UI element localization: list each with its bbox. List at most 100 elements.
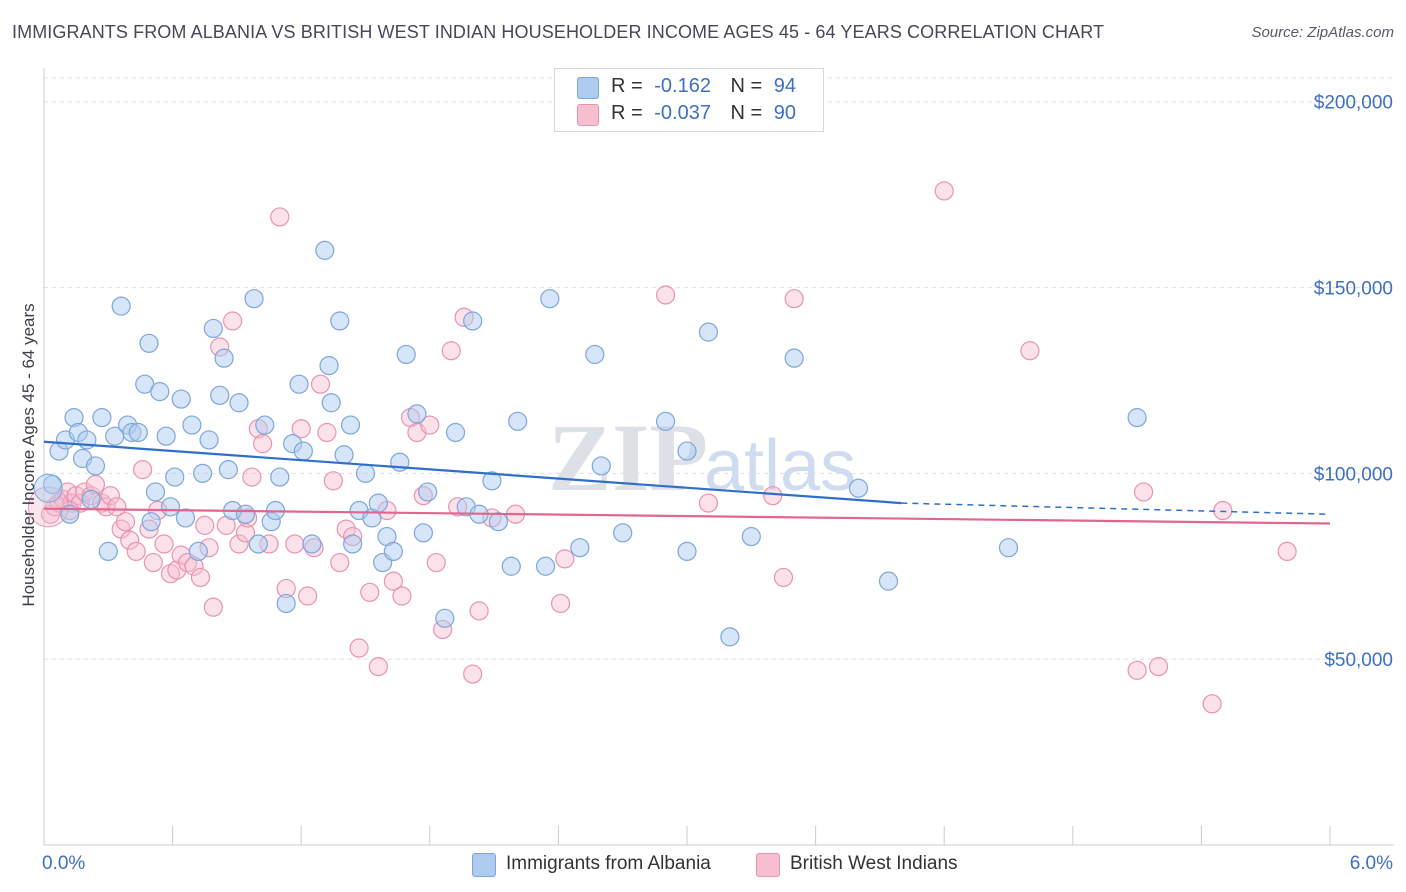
- trend-line-albania: [43, 440, 902, 505]
- data-point-albania: [334, 445, 354, 465]
- data-point-bwi: [100, 486, 121, 506]
- watermark-atlas: atlas: [704, 426, 856, 506]
- data-point-albania: [741, 526, 761, 547]
- data-point-bwi: [441, 341, 461, 361]
- data-point-albania: [255, 415, 275, 435]
- data-point-albania: [321, 393, 341, 413]
- data-point-albania: [407, 404, 427, 424]
- data-point-albania: [720, 627, 740, 647]
- data-point-albania: [1127, 408, 1147, 428]
- data-point-albania: [315, 240, 335, 260]
- data-point-albania: [98, 541, 118, 562]
- data-point-bwi: [1133, 482, 1154, 502]
- data-point-albania: [383, 541, 403, 562]
- data-point-albania: [591, 456, 611, 476]
- data-point-bwi: [383, 571, 403, 591]
- data-point-bwi: [550, 593, 571, 614]
- legend-n-value: 94: [773, 75, 797, 97]
- data-point-bwi: [349, 638, 369, 658]
- data-point-bwi: [253, 434, 273, 454]
- data-point-bwi: [426, 552, 446, 573]
- legend-label-bwi: British West Indians: [790, 853, 958, 874]
- data-point-albania: [418, 482, 438, 502]
- data-point-bwi: [323, 471, 343, 491]
- data-point-albania: [501, 556, 521, 576]
- trend-lines: [43, 440, 1331, 525]
- watermark: ZIP atlas: [548, 404, 856, 511]
- bwi-swatch: [577, 104, 599, 126]
- data-point-bwi: [143, 552, 163, 573]
- data-point-albania: [677, 541, 697, 562]
- data-point-albania: [413, 523, 433, 543]
- data-point-albania: [585, 344, 605, 365]
- data-point-albania: [235, 504, 256, 524]
- data-point-bwi: [132, 460, 153, 480]
- data-point-albania: [165, 467, 185, 487]
- data-point-albania: [188, 541, 208, 562]
- legend-r-label: R =: [611, 102, 643, 124]
- data-point-bwi: [298, 586, 318, 606]
- data-point-albania: [698, 322, 719, 342]
- data-point-albania: [655, 411, 676, 431]
- data-point-albania: [270, 467, 290, 487]
- albania-swatch: [472, 853, 496, 877]
- data-point-albania: [508, 411, 528, 431]
- data-point-bwi: [1148, 657, 1169, 677]
- legend-r-value: -0.162: [654, 75, 711, 97]
- data-point-albania: [289, 374, 309, 394]
- axes: [43, 68, 1394, 846]
- tick-labels: $50,000 $100,000 $150,000 $200,000 0.0% 6.0% H…: [19, 93, 1393, 874]
- data-point-albania: [85, 456, 106, 476]
- x-tick-label: 6.0%: [1350, 853, 1393, 874]
- data-point-albania: [218, 460, 238, 480]
- data-point-albania: [293, 441, 313, 461]
- legend-r-label: R =: [611, 75, 643, 97]
- legend-n-value: 90: [773, 102, 797, 124]
- data-point-bwi: [555, 549, 575, 569]
- legend-n-label: N =: [730, 102, 763, 124]
- data-point-albania: [145, 482, 166, 502]
- y-tick-label: $100,000: [1314, 464, 1393, 485]
- trend-line-albania-projection: [901, 502, 1331, 515]
- data-point-bwi: [773, 567, 794, 588]
- data-point-bwi: [317, 422, 337, 443]
- data-point-albania: [276, 593, 296, 614]
- data-point-bwi: [291, 419, 311, 439]
- data-point-bwi: [784, 289, 804, 309]
- data-point-albania: [141, 512, 161, 532]
- data-point-albania: [343, 534, 363, 554]
- data-point-albania: [319, 355, 339, 376]
- data-point-albania: [535, 556, 556, 576]
- data-point-bwi: [1127, 660, 1147, 680]
- y-tick-label: $50,000: [1324, 650, 1393, 671]
- data-point-albania: [244, 289, 264, 309]
- data-point-bwi: [285, 534, 305, 554]
- y-tick-label: $200,000: [1314, 93, 1393, 114]
- y-axis-label: Householder Income Ages 45 - 64 years: [19, 303, 38, 606]
- legend-label-albania: Immigrants from Albania: [506, 853, 711, 874]
- data-point-albania: [81, 489, 101, 509]
- data-point-bwi: [469, 601, 489, 621]
- data-point-albania: [33, 473, 63, 503]
- data-point-albania: [156, 426, 176, 446]
- data-point-albania: [210, 385, 230, 405]
- data-point-albania: [203, 318, 223, 339]
- data-point-albania: [540, 289, 560, 309]
- grid-lines: [44, 77, 1394, 660]
- data-point-albania: [435, 608, 455, 628]
- data-point-albania: [139, 333, 159, 353]
- data-point-bwi: [310, 374, 331, 394]
- data-point-bwi: [229, 534, 249, 554]
- data-point-albania: [396, 344, 416, 365]
- data-point-bwi: [420, 415, 440, 435]
- data-point-albania: [214, 348, 234, 368]
- legend-r-value: -0.037: [654, 102, 711, 124]
- data-point-albania: [482, 471, 502, 491]
- data-point-bwi: [1202, 694, 1222, 714]
- data-point-bwi: [1213, 500, 1233, 521]
- data-point-albania: [677, 441, 697, 461]
- data-point-bwi: [368, 657, 388, 677]
- data-point-bwi: [270, 207, 290, 227]
- data-point-albania: [368, 493, 388, 513]
